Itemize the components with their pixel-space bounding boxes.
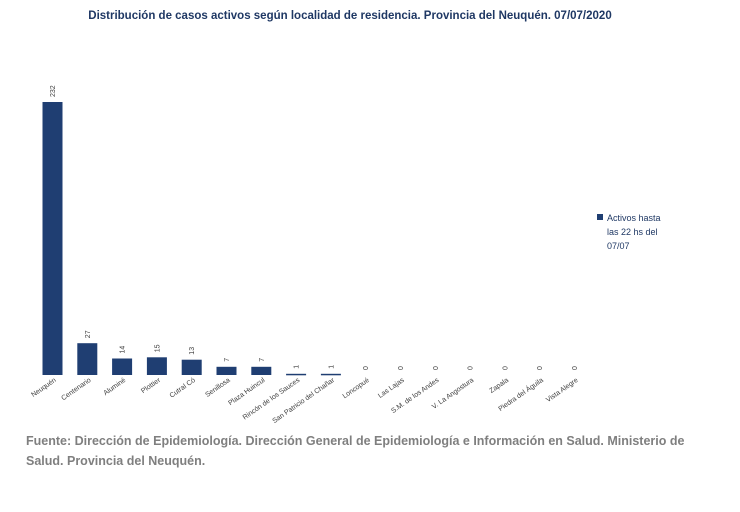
category-tick-label: Plottier [140, 377, 162, 396]
bar [286, 373, 307, 376]
category-tick-label: Loncopué [342, 377, 371, 400]
data-label: 7 [224, 358, 231, 362]
bar [216, 366, 237, 375]
bar-chart: Distribución de casos activos según loca… [30, 10, 661, 425]
legend-label-line-3: 07/07 [607, 241, 630, 251]
data-label: 15 [154, 344, 161, 352]
legend-label-line-1: Activos hasta [607, 213, 661, 223]
data-label: 232 [50, 85, 57, 97]
category-tick-label: Neuquén [30, 377, 57, 399]
legend: Activos hasta las 22 hs del 07/07 [597, 213, 661, 251]
bar [181, 359, 202, 375]
bar [112, 358, 133, 375]
chart-title: Distribución de casos activos según loca… [88, 10, 611, 22]
bar [42, 102, 63, 375]
category-labels-group: Neuquén Centenario Aluminé Plottier Cutral C… [30, 375, 579, 425]
category-tick-label: Zapala [488, 377, 510, 395]
data-label: 0 [572, 366, 579, 370]
data-label: 0 [398, 366, 405, 370]
bar [146, 357, 167, 375]
data-label: 13 [189, 347, 196, 355]
category-tick-label: Cutral Có [169, 377, 197, 400]
data-label: 0 [537, 366, 544, 370]
category-tick-label: Rincón de los Sauces [242, 377, 302, 422]
data-label: 1 [328, 365, 335, 369]
category-tick-label: San Patricio del Chañar [271, 377, 336, 426]
category-tick-label: Las Lajas [377, 377, 406, 400]
legend-label-line-2: las 22 hs del [607, 227, 658, 237]
category-tick-label: Senillosa [204, 377, 231, 399]
value-labels-group: 232 27 14 15 13 7 7 1 1 0 0 0 0 0 0 0 [50, 85, 579, 370]
bars-group [42, 102, 341, 376]
bar [320, 373, 341, 376]
data-label: 14 [120, 346, 127, 354]
data-label: 0 [468, 366, 475, 370]
bar [251, 366, 272, 375]
category-tick-label: Centenario [60, 377, 92, 402]
source-note: Fuente: Dirección de Epidemiología. Dire… [26, 434, 685, 468]
data-label: 7 [259, 358, 266, 362]
category-tick-label: Vista Alegre [545, 377, 580, 404]
data-label: 0 [502, 366, 509, 370]
data-label: 27 [85, 330, 92, 338]
data-label: 1 [294, 365, 301, 369]
bar [77, 343, 98, 375]
legend-swatch [597, 214, 603, 220]
data-label: 0 [433, 366, 440, 370]
data-label: 0 [363, 366, 370, 370]
category-tick-label: Aluminé [103, 377, 128, 397]
